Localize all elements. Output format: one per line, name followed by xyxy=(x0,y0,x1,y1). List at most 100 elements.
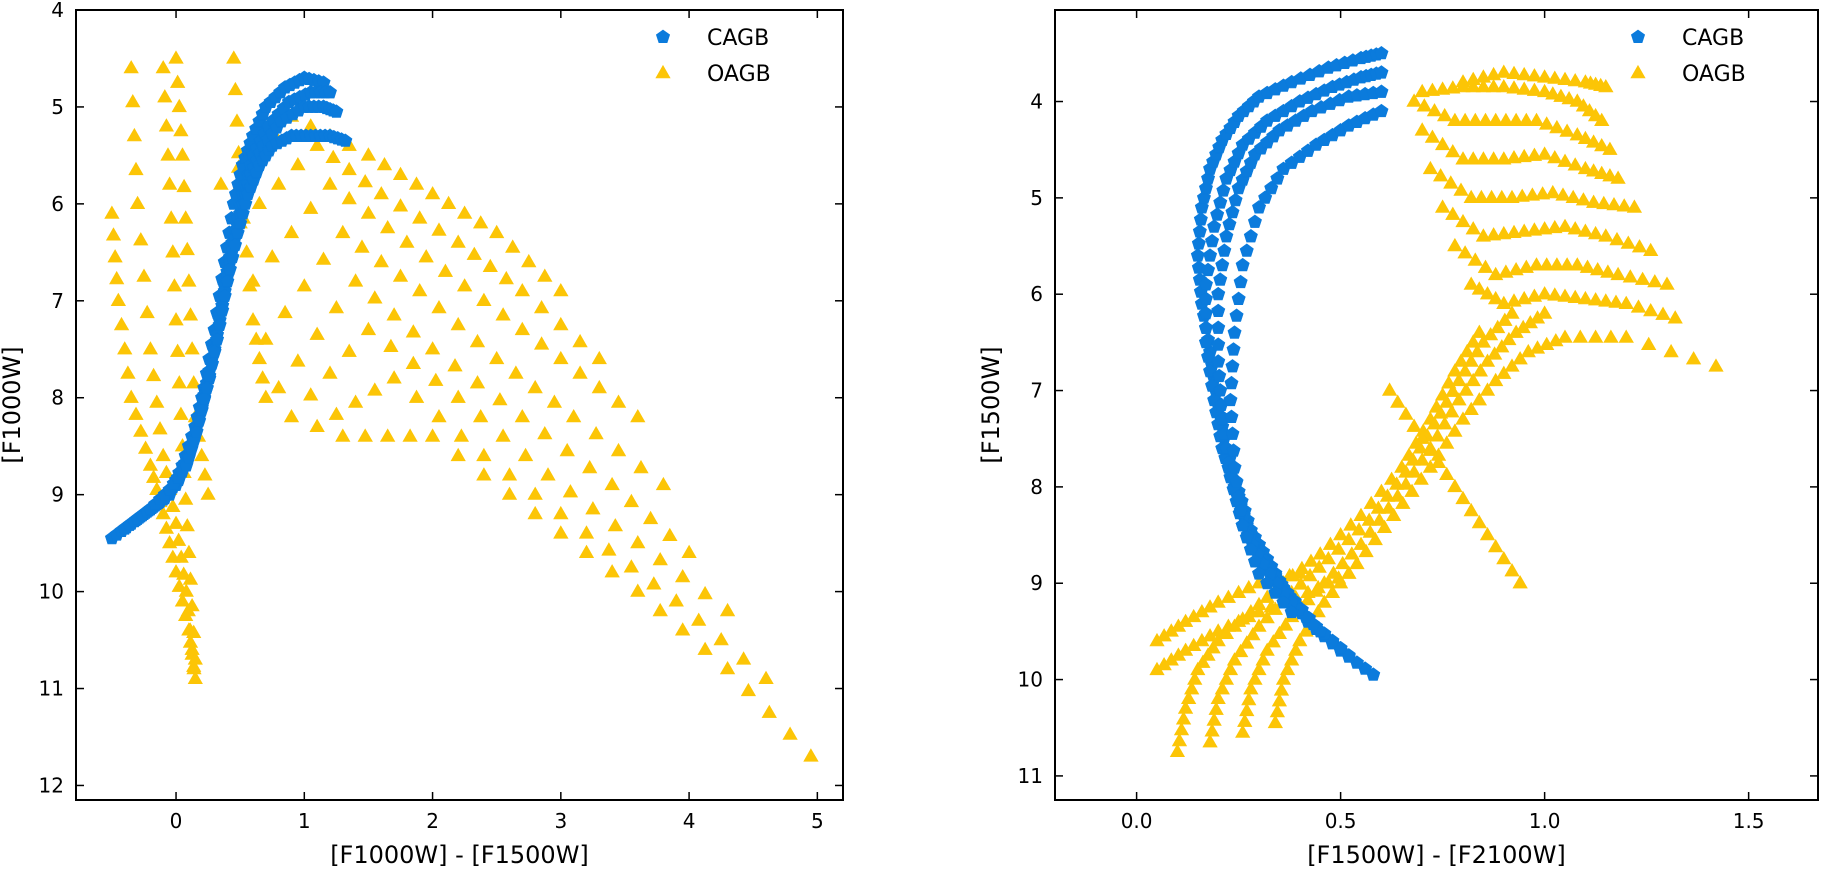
oagb-point xyxy=(309,418,325,433)
oagb-point xyxy=(376,156,393,171)
cagb-point xyxy=(1247,554,1262,568)
oagb-point xyxy=(424,186,441,200)
oagb-point xyxy=(322,176,338,190)
oagb-point xyxy=(1626,199,1643,213)
oagb-point xyxy=(1685,351,1702,365)
oagb-point xyxy=(472,408,489,423)
oagb-point xyxy=(735,651,752,665)
oagb-point xyxy=(328,406,345,420)
oagb-point xyxy=(501,486,518,500)
oagb-point xyxy=(469,333,486,348)
oagb-point xyxy=(1204,723,1220,737)
oagb-point xyxy=(1283,652,1300,666)
oagb-point xyxy=(1222,661,1239,676)
cagb-point xyxy=(1211,337,1226,351)
oagb-point xyxy=(245,273,261,287)
oagb-point xyxy=(1526,82,1543,96)
oagb-point xyxy=(133,232,149,246)
oagb-point xyxy=(1516,223,1532,237)
oagb-point xyxy=(1594,137,1610,152)
oagb-point xyxy=(1603,329,1619,343)
oagb-point xyxy=(537,425,553,440)
oagb-point xyxy=(309,137,325,151)
oagb-point xyxy=(1565,189,1581,203)
oagb-point xyxy=(341,343,357,357)
oagb-point xyxy=(1496,64,1512,78)
oagb-point xyxy=(360,205,377,219)
cagb-point xyxy=(1260,575,1275,590)
oagb-point xyxy=(1455,490,1471,505)
cagb-point xyxy=(1374,103,1389,118)
oagb-point xyxy=(553,316,569,331)
cagb-point xyxy=(1228,192,1243,207)
oagb-point xyxy=(1444,404,1460,418)
oagb-point xyxy=(1508,112,1524,126)
cagb-point xyxy=(1212,368,1227,383)
x-tick-label: 1 xyxy=(298,809,311,833)
oagb-point xyxy=(662,527,678,542)
oagb-point xyxy=(476,292,492,307)
oagb-point xyxy=(533,336,550,350)
cagb-point xyxy=(1268,585,1283,599)
oagb-point xyxy=(498,270,514,285)
oagb-point xyxy=(1395,495,1411,509)
oagb-point xyxy=(1226,618,1243,632)
legend-cagb-marker xyxy=(1630,29,1646,44)
oagb-point xyxy=(392,198,409,212)
oagb-point xyxy=(1406,93,1422,107)
oagb-point xyxy=(1536,305,1553,319)
oagb-point xyxy=(379,428,396,442)
oagb-point xyxy=(1496,78,1512,93)
cagb-point xyxy=(1374,84,1389,98)
oagb-point xyxy=(1463,502,1479,517)
oagb-point xyxy=(1587,292,1604,306)
oagb-point xyxy=(1567,73,1583,87)
oagb-point xyxy=(142,457,159,471)
oagb-point xyxy=(1667,310,1683,324)
cagb-point xyxy=(1224,375,1239,390)
oagb-point xyxy=(1187,671,1203,685)
oagb-point xyxy=(136,268,152,282)
y-tick-label: 7 xyxy=(1030,379,1043,403)
oagb-point xyxy=(1561,90,1577,105)
cagb-point xyxy=(1235,257,1250,272)
oagb-point xyxy=(1451,392,1467,406)
oagb-point xyxy=(1447,237,1463,252)
y-tick-label: 9 xyxy=(1030,571,1043,595)
oagb-point xyxy=(283,224,300,239)
oagb-point xyxy=(139,304,155,319)
oagb-point xyxy=(1363,495,1379,509)
oagb-point xyxy=(251,195,268,209)
series-oagb xyxy=(104,50,819,762)
oagb-point xyxy=(1320,550,1337,565)
oagb-point xyxy=(585,501,601,515)
oagb-point xyxy=(476,447,492,462)
oagb-point xyxy=(113,316,130,331)
cagb-point xyxy=(1227,325,1242,339)
oagb-point xyxy=(1528,112,1545,126)
oagb-point xyxy=(1247,671,1263,685)
oagb-point xyxy=(546,394,563,408)
oagb-point xyxy=(1412,440,1428,454)
oagb-point xyxy=(412,282,428,297)
oagb-point xyxy=(1494,339,1510,353)
oagb-point xyxy=(1251,661,1267,676)
y-tick-label: 6 xyxy=(1030,282,1043,306)
oagb-point xyxy=(1463,401,1479,416)
oagb-point xyxy=(1311,559,1327,573)
oagb-point xyxy=(492,392,508,406)
oagb-point xyxy=(578,525,595,539)
cagb-point xyxy=(1374,46,1389,60)
oagb-point xyxy=(1429,428,1446,442)
oagb-point xyxy=(341,190,357,205)
cagb-point xyxy=(1225,359,1240,373)
y-axis-label: [F1500W] xyxy=(977,346,1005,463)
oagb-point xyxy=(1469,343,1485,358)
oagb-point xyxy=(1485,151,1502,165)
oagb-point xyxy=(782,726,798,740)
oagb-point xyxy=(440,195,457,209)
oagb-point xyxy=(1370,500,1387,514)
legend-oagb-label: OAGB xyxy=(707,62,771,87)
cagb-point xyxy=(1225,426,1240,440)
